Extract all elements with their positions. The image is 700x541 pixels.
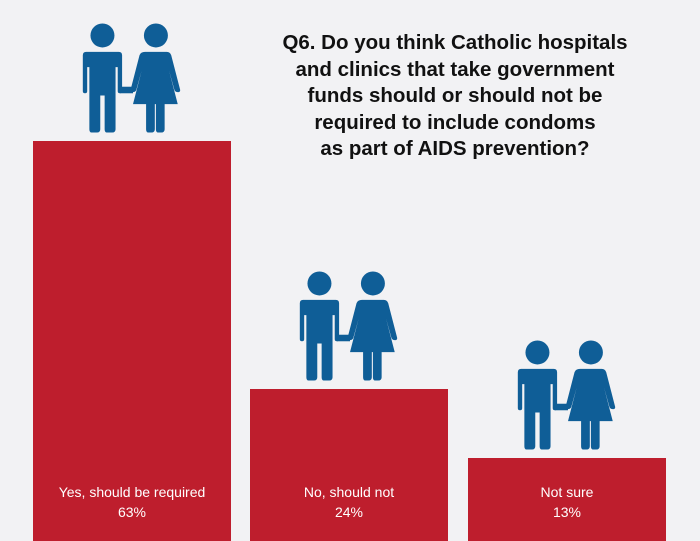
category-label: No, should not	[303, 483, 395, 500]
woman-figure-icon	[565, 340, 616, 450]
bar-not-sure: Not sure 13%	[468, 458, 666, 541]
held-hands-icon	[554, 404, 568, 411]
man-figure-icon	[82, 23, 123, 133]
man-figure-icon	[517, 340, 558, 450]
woman-figure-icon	[130, 23, 181, 133]
held-hands-icon	[336, 334, 350, 341]
category-label: Not sure	[540, 483, 594, 500]
couple-icon-wrapper	[73, 15, 193, 146]
held-hands-icon	[119, 86, 133, 94]
value-label: 24%	[334, 503, 364, 520]
category-label: Yes, should be required	[58, 483, 206, 500]
couple-icon	[517, 340, 616, 450]
value-label: 63%	[117, 503, 147, 520]
man-figure-icon	[299, 271, 340, 381]
couple-icon-wrapper	[508, 332, 628, 463]
couple-icon	[299, 271, 398, 381]
couple-icon-wrapper	[290, 263, 410, 394]
value-label: 13%	[552, 503, 582, 520]
woman-figure-icon	[347, 271, 398, 381]
chart-title: Q6. Do you think Catholic hospitals and …	[282, 31, 628, 160]
bar-no-should-not: No, should not 24%	[250, 388, 448, 541]
bar-yes-should-be-required: Yes, should be required 63%	[33, 140, 231, 541]
couple-icon	[82, 23, 181, 133]
